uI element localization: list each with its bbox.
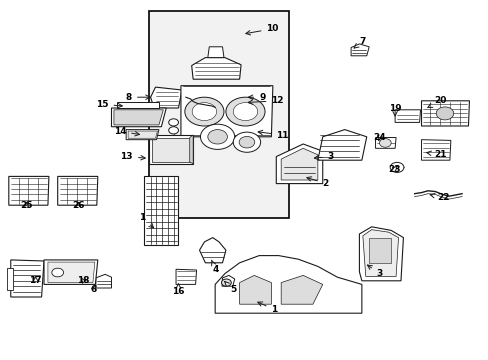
Text: 16: 16 xyxy=(172,284,184,296)
Text: 4: 4 xyxy=(211,260,219,274)
Circle shape xyxy=(168,127,178,134)
Circle shape xyxy=(207,130,227,144)
Polygon shape xyxy=(126,130,159,140)
Polygon shape xyxy=(149,135,193,164)
Text: 17: 17 xyxy=(29,276,42,285)
Text: 3: 3 xyxy=(314,152,333,161)
Polygon shape xyxy=(191,58,241,79)
Text: 19: 19 xyxy=(388,104,401,116)
Polygon shape xyxy=(224,262,351,308)
Text: 5: 5 xyxy=(224,282,236,294)
Circle shape xyxy=(435,107,453,120)
Polygon shape xyxy=(276,144,322,184)
Circle shape xyxy=(52,268,63,277)
Polygon shape xyxy=(151,138,189,162)
Polygon shape xyxy=(9,176,49,205)
Text: 10: 10 xyxy=(245,24,278,35)
Text: 14: 14 xyxy=(113,127,139,136)
Circle shape xyxy=(233,132,260,152)
Bar xyxy=(149,11,288,218)
Polygon shape xyxy=(350,44,368,56)
Circle shape xyxy=(192,103,216,121)
Polygon shape xyxy=(44,260,98,284)
Text: 18: 18 xyxy=(77,276,90,285)
Polygon shape xyxy=(375,138,395,148)
Polygon shape xyxy=(96,274,111,288)
Text: 25: 25 xyxy=(20,201,33,210)
Polygon shape xyxy=(189,135,193,164)
Polygon shape xyxy=(48,262,95,283)
Polygon shape xyxy=(128,131,157,138)
Polygon shape xyxy=(58,176,98,205)
Text: 22: 22 xyxy=(429,194,449,202)
Polygon shape xyxy=(114,110,163,125)
Polygon shape xyxy=(359,227,403,281)
Text: 15: 15 xyxy=(96,100,122,109)
Circle shape xyxy=(168,119,178,126)
Circle shape xyxy=(389,162,403,172)
Polygon shape xyxy=(144,176,178,245)
Polygon shape xyxy=(421,140,450,160)
Circle shape xyxy=(221,279,231,286)
Polygon shape xyxy=(207,47,224,58)
Text: 6: 6 xyxy=(90,285,97,294)
Text: 11: 11 xyxy=(258,130,288,139)
Text: 3: 3 xyxy=(366,265,382,278)
Text: 21: 21 xyxy=(426,150,446,159)
Polygon shape xyxy=(111,108,166,127)
Text: 23: 23 xyxy=(387,165,400,174)
Circle shape xyxy=(379,139,390,147)
Polygon shape xyxy=(176,269,196,284)
Polygon shape xyxy=(215,256,361,313)
Circle shape xyxy=(239,136,254,148)
Text: 1: 1 xyxy=(139,213,153,228)
Polygon shape xyxy=(181,86,272,137)
Polygon shape xyxy=(281,148,317,180)
Text: 20: 20 xyxy=(427,96,446,108)
Polygon shape xyxy=(239,275,271,304)
Polygon shape xyxy=(222,275,234,286)
Circle shape xyxy=(200,124,234,149)
Text: 2: 2 xyxy=(306,177,328,188)
Polygon shape xyxy=(368,238,390,263)
Polygon shape xyxy=(317,130,366,160)
Text: 9: 9 xyxy=(248,93,265,102)
Text: 1: 1 xyxy=(257,302,277,314)
Text: 24: 24 xyxy=(372,133,385,142)
Text: 26: 26 xyxy=(72,201,85,210)
Text: 12: 12 xyxy=(248,96,284,105)
Polygon shape xyxy=(362,230,398,276)
Circle shape xyxy=(225,97,264,126)
Polygon shape xyxy=(150,87,182,108)
Polygon shape xyxy=(421,101,468,126)
Polygon shape xyxy=(7,268,13,290)
Polygon shape xyxy=(199,238,225,263)
Circle shape xyxy=(184,97,224,126)
Text: 8: 8 xyxy=(125,93,150,102)
Polygon shape xyxy=(117,102,159,108)
Text: 13: 13 xyxy=(120,152,145,161)
Polygon shape xyxy=(394,110,420,122)
Text: 7: 7 xyxy=(353,37,365,48)
Polygon shape xyxy=(281,275,322,304)
Circle shape xyxy=(233,103,257,121)
Polygon shape xyxy=(11,260,44,297)
